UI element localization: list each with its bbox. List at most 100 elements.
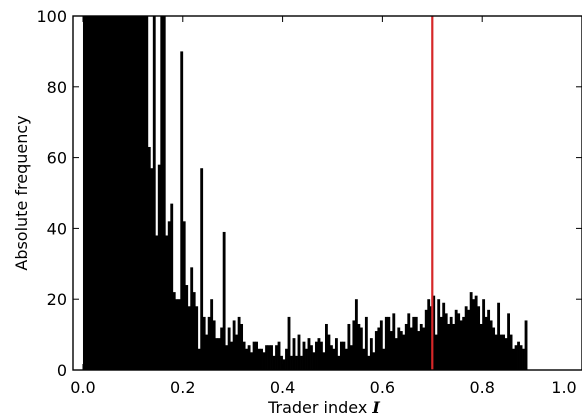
histogram-bar <box>140 16 144 370</box>
histogram-bar <box>190 267 194 370</box>
histogram-bar <box>277 341 281 370</box>
histogram-bar <box>464 306 468 370</box>
histogram-bar <box>474 295 478 370</box>
histogram-bar <box>137 16 141 370</box>
histogram-bar <box>432 295 436 370</box>
histogram-bar <box>497 302 501 370</box>
histogram-bar <box>217 338 221 370</box>
histogram-bar <box>414 316 418 370</box>
histogram-bar <box>270 345 273 370</box>
histogram-bar <box>180 51 184 371</box>
histogram-bar <box>132 16 136 370</box>
histogram-bar <box>444 313 448 370</box>
histogram-bar <box>339 341 343 370</box>
histogram-bar <box>305 348 308 370</box>
histogram-bar <box>337 355 341 370</box>
histogram-bar <box>212 320 216 370</box>
histogram-bar <box>297 334 301 370</box>
histogram-bar <box>352 320 356 370</box>
histogram-bar <box>417 331 421 370</box>
histogram-bar <box>419 323 423 370</box>
histogram-bar <box>232 320 236 370</box>
histogram-bar <box>182 221 186 370</box>
histogram-bar <box>282 359 286 370</box>
histogram-bar <box>502 334 506 370</box>
histogram-bar <box>160 16 164 370</box>
histogram-bar <box>452 323 456 370</box>
histogram-bar <box>442 302 446 370</box>
histogram-bar <box>384 316 388 370</box>
histogram-bar <box>409 327 413 370</box>
histogram-bar <box>469 292 473 370</box>
histogram-bar <box>292 338 296 370</box>
histogram-bar <box>447 323 451 370</box>
histogram-bar <box>135 16 139 370</box>
histogram-bar <box>295 355 298 370</box>
histogram-bar <box>330 345 333 370</box>
histogram-bar <box>392 313 396 370</box>
histogram-bar <box>347 323 351 370</box>
x-axis: 0.0 0.2 0.4 0.6 0.8 1.0 <box>70 16 582 397</box>
histogram-bar <box>439 316 443 370</box>
histogram-bar <box>90 16 94 370</box>
histogram-bar <box>354 299 358 370</box>
histogram-bar <box>145 16 149 370</box>
histogram-bar <box>120 16 124 370</box>
histogram-bar <box>107 16 111 370</box>
histogram-bar <box>105 16 109 370</box>
histogram-bar <box>379 320 383 370</box>
histogram-bar <box>312 352 316 370</box>
histogram-bar <box>230 341 234 370</box>
histogram-bar <box>97 16 101 370</box>
x-axis-variable: I <box>371 398 380 417</box>
histogram-bar <box>367 355 371 370</box>
histogram-bar <box>479 323 483 370</box>
histogram-bar <box>225 345 229 370</box>
y-axis: 0 20 40 60 80 100 <box>36 7 582 380</box>
histogram-bar <box>424 309 428 370</box>
histogram-bar <box>514 345 518 370</box>
plot-frame <box>72 15 582 371</box>
histogram-bar <box>222 231 226 370</box>
histogram-bar <box>524 320 528 370</box>
histogram-bar <box>112 16 116 370</box>
histogram-bar <box>175 299 179 370</box>
histogram-bar <box>387 316 391 370</box>
histogram-bar <box>157 164 161 370</box>
histogram-bar <box>185 285 189 370</box>
histogram-bar <box>235 334 239 370</box>
histogram-bar <box>172 292 176 370</box>
histogram-bar <box>434 334 438 370</box>
histogram-bar <box>177 299 181 370</box>
histogram-bar <box>359 327 363 370</box>
histogram-bar <box>127 16 131 370</box>
histogram-bar <box>332 348 336 370</box>
y-tick-label: 100 <box>36 7 67 26</box>
histogram-bar <box>404 323 408 370</box>
histogram-bar <box>205 334 209 370</box>
histogram-bar <box>265 345 268 370</box>
histogram-bar <box>362 348 366 370</box>
histogram-bar <box>200 168 204 370</box>
histogram-bar <box>250 352 253 370</box>
histogram-bar <box>207 316 211 370</box>
histogram-bar <box>82 16 86 370</box>
histogram-bar <box>300 355 303 370</box>
histogram-bar <box>280 355 283 370</box>
histogram-bar <box>472 299 476 370</box>
histogram-bar <box>512 348 515 370</box>
histogram-bar <box>262 352 266 370</box>
histogram-bar <box>220 327 224 370</box>
histogram-bar <box>377 327 381 370</box>
histogram-bar <box>457 313 461 370</box>
histogram-bar <box>369 338 373 370</box>
histogram-bar <box>489 320 493 370</box>
histogram-bar <box>147 146 151 370</box>
histogram-bar <box>95 16 99 370</box>
x-tick-label: 0.4 <box>270 378 295 397</box>
histogram-bar <box>397 327 401 370</box>
histogram-bar <box>372 352 376 370</box>
histogram-bar <box>290 355 293 370</box>
histogram-bar <box>252 341 256 370</box>
